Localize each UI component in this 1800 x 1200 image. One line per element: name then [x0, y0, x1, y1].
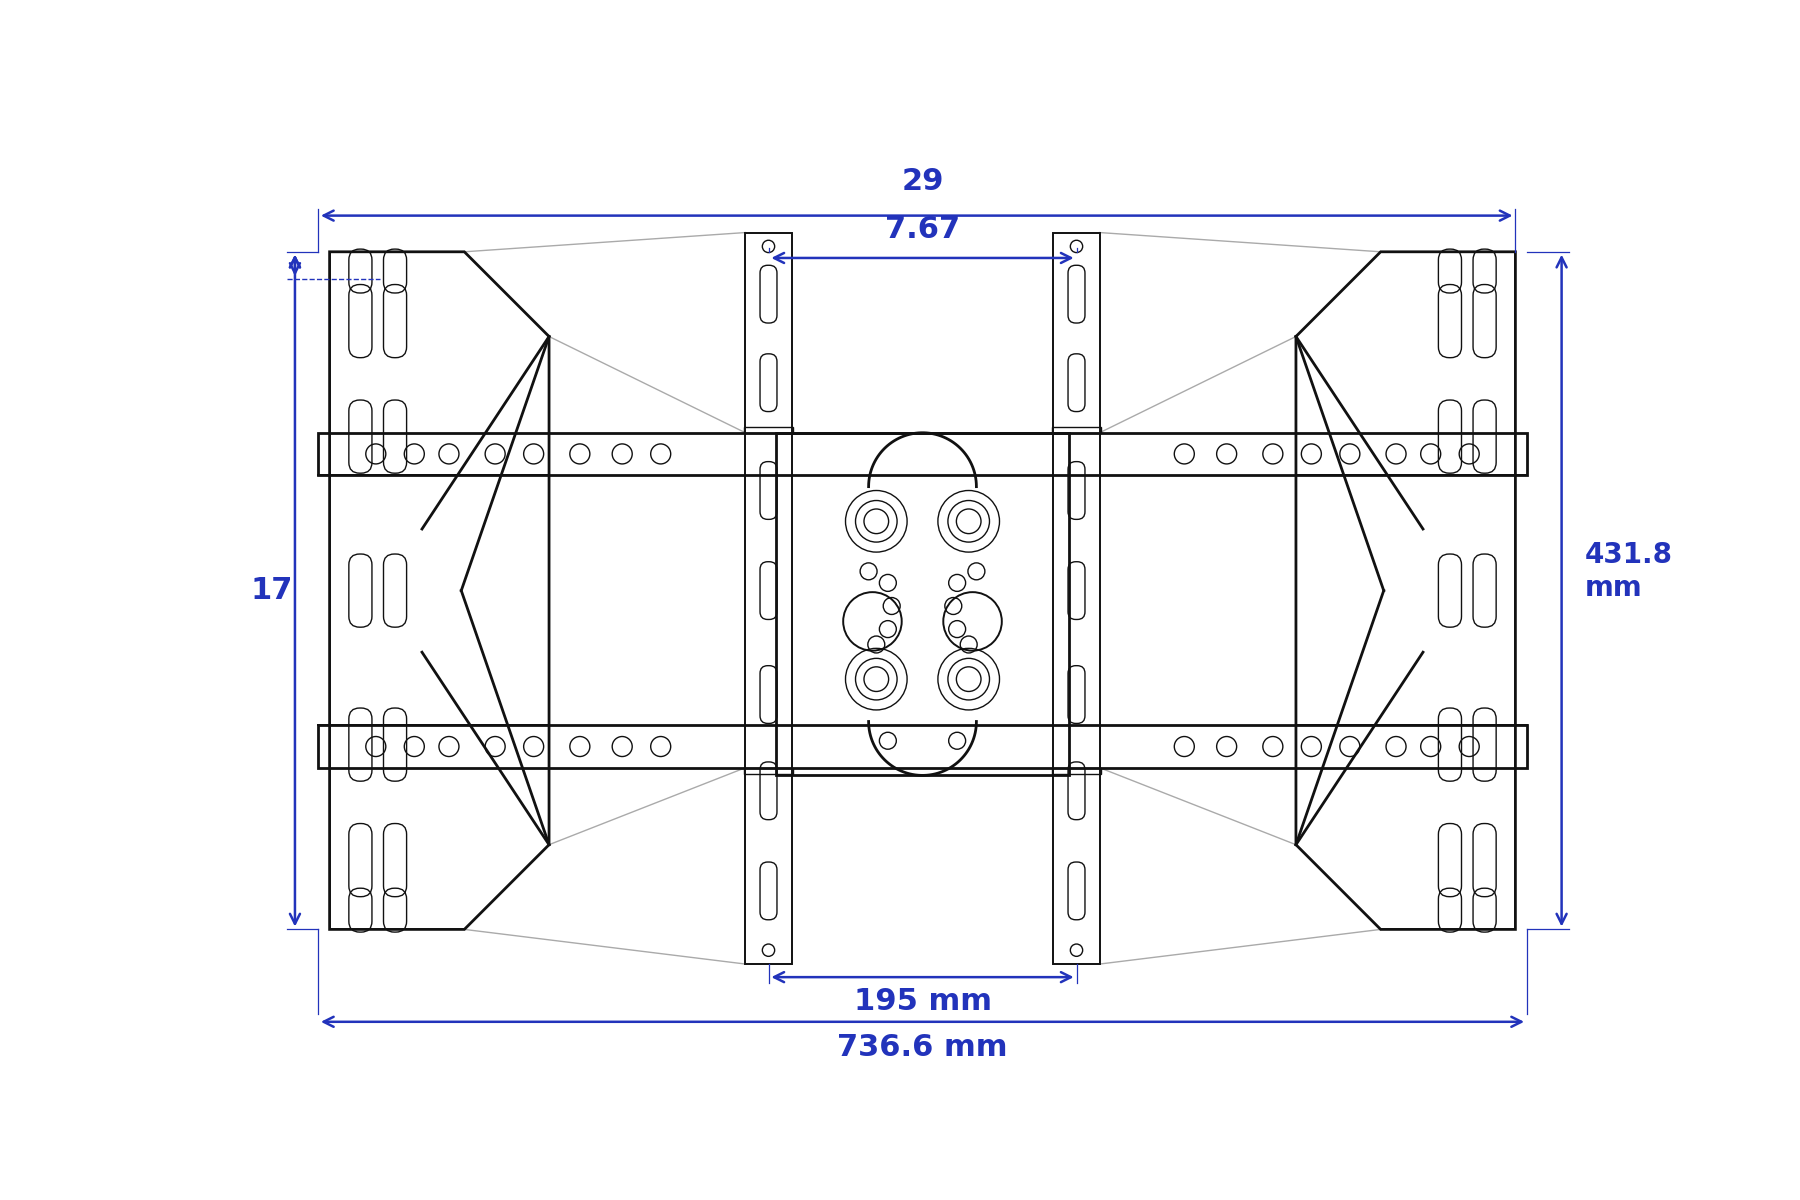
Bar [743, 768, 794, 774]
Bar [319, 725, 1526, 768]
Bar [319, 433, 1526, 475]
Bar [745, 233, 792, 964]
Bar [1053, 233, 1100, 964]
Text: 736.6 mm: 736.6 mm [837, 1033, 1008, 1062]
Bar [1051, 768, 1102, 774]
Bar [1051, 426, 1102, 433]
Bar [776, 433, 1069, 775]
Text: 29: 29 [902, 167, 943, 197]
Text: 7.67: 7.67 [886, 215, 959, 244]
Text: 17: 17 [250, 576, 293, 605]
Bar [743, 426, 794, 433]
Text: 195 mm: 195 mm [853, 988, 992, 1016]
Text: 431.8
mm: 431.8 mm [1584, 541, 1672, 601]
